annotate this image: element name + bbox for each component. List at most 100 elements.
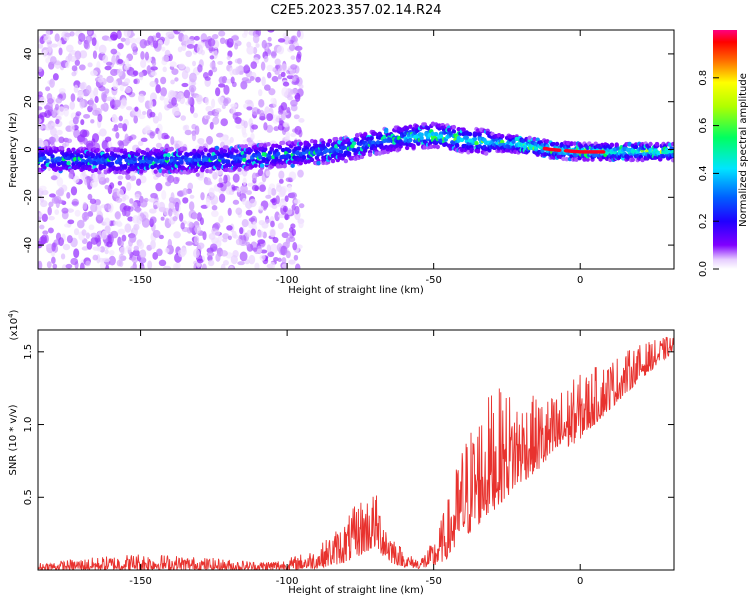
spectrogram-speckle — [105, 96, 114, 102]
snr-panel: -150 -100 -50 0 0.51.01.5 Height of straigh… — [7, 309, 675, 596]
spectrogram-speckle — [83, 39, 89, 49]
spectrogram-cell — [259, 163, 265, 168]
spectrogram-cell — [118, 160, 123, 166]
spectrogram-speckle — [144, 51, 150, 61]
spectrogram-speckle — [119, 246, 127, 255]
spectrogram-speckle — [227, 60, 233, 65]
spectrogram-cell — [314, 143, 320, 149]
spectrogram-speckle — [40, 234, 48, 245]
spectrogram-speckle — [49, 78, 55, 88]
spectrogram-cell — [56, 156, 62, 161]
spectrogram-speckle — [99, 128, 107, 137]
spectrogram-speckle — [184, 129, 192, 136]
spectrogram-speckle — [96, 246, 102, 252]
spectrogram-cell — [42, 165, 47, 170]
spectrogram-speckle — [177, 30, 186, 33]
spectrogram-cell — [263, 147, 268, 152]
spectrogram-speckle — [242, 132, 248, 138]
spectrogram-speckle — [266, 124, 274, 133]
spectrogram-speckle — [218, 177, 223, 185]
spectrogram-cell — [290, 163, 295, 168]
spectrogram-speckle — [114, 211, 121, 220]
spectrogram-speckle — [281, 257, 287, 264]
spectrogram-speckle — [88, 98, 94, 108]
spectrogram-speckle — [264, 84, 271, 91]
spectrogram-speckle — [118, 140, 125, 150]
spectrogram-speckle — [62, 243, 71, 251]
spectrogram-speckle — [70, 257, 79, 266]
spectrogram-speckle — [82, 202, 88, 210]
spectrogram-cell — [298, 161, 303, 166]
spectrogram-cell — [475, 149, 481, 154]
spectrogram-cell — [188, 151, 194, 156]
spectrogram-speckle — [217, 60, 224, 65]
spectrogram-speckle — [128, 238, 133, 247]
spectrogram-speckle — [218, 76, 226, 84]
spectrogram-speckle — [220, 263, 226, 269]
snr-x-tick-label: 0 — [577, 576, 583, 587]
spectrogram-core-cell — [600, 150, 606, 154]
spectrogram-cell — [200, 151, 205, 156]
spectrogram-speckle — [270, 97, 276, 104]
spectrogram-speckle — [248, 254, 256, 265]
spectrogram-speckle — [163, 134, 170, 140]
spectrogram-speckle — [278, 170, 285, 180]
spectrogram-speckle — [51, 256, 56, 264]
spectrogram-speckle — [70, 186, 78, 196]
spectrogram-speckle — [185, 241, 194, 246]
spectrogram-speckle — [38, 212, 44, 218]
spectrogram-speckle — [209, 121, 214, 130]
spectrogram-speckle — [251, 124, 259, 130]
spectrogram-speckle — [38, 106, 43, 111]
spectrogram-speckle — [160, 87, 167, 97]
spectrogram-cell — [132, 156, 137, 162]
spectrogram-speckle — [287, 185, 292, 193]
spectrogram-speckle — [57, 187, 65, 197]
spectrogram-cell — [198, 146, 204, 151]
spectrogram-cell — [97, 170, 102, 175]
spectrogram-speckle — [282, 205, 288, 213]
spectrogram-speckle — [218, 30, 226, 37]
spectrogram-speckle — [266, 71, 272, 79]
spectrogram-cell — [277, 144, 282, 150]
spectrogram-speckle — [129, 198, 134, 204]
spectrogram-speckle — [124, 133, 129, 143]
spectrogram-speckle — [269, 261, 276, 269]
spectrogram-cell — [196, 153, 202, 159]
spectrogram-cell — [248, 148, 253, 153]
spectrogram-cell — [451, 129, 457, 134]
spectrogram-speckle — [226, 225, 233, 231]
spectrogram-speckle — [285, 131, 290, 140]
spectrogram-speckle — [283, 35, 291, 45]
spectrogram-speckle — [64, 223, 71, 228]
spectrogram-speckle — [83, 113, 91, 119]
snr-y-axis-title: SNR (10 * v/v) — [8, 404, 19, 475]
spectrogram-cell — [327, 138, 332, 144]
spectrogram-speckle — [191, 212, 198, 220]
spectrogram-cell — [98, 164, 104, 170]
spectrogram-cell — [161, 169, 166, 174]
figure-title: C2E5.2023.357.02.14.R24 — [270, 3, 441, 18]
spectrogram-speckle — [38, 43, 44, 49]
spectrogram-speckle — [270, 188, 277, 196]
spectrogram-speckle — [140, 137, 148, 143]
spectrogram-speckle — [46, 261, 52, 269]
spectrogram-speckle — [105, 177, 110, 183]
spectrogram-speckle — [235, 207, 243, 215]
spectrogram-speckle — [206, 135, 214, 145]
spectrogram-speckle — [170, 136, 175, 146]
spectrogram-speckle — [231, 35, 239, 41]
spectrogram-speckle — [79, 50, 88, 59]
spectrogram-speckle — [139, 39, 148, 49]
spectrogram-speckle — [263, 55, 269, 63]
spectrogram-speckle — [43, 35, 52, 43]
spectrogram-y-tick-label: -20 — [23, 189, 34, 205]
spectrogram-cell — [351, 141, 357, 146]
spectrogram-cell — [95, 147, 100, 153]
spectrogram-speckle — [258, 99, 265, 108]
spectrogram-speckle — [121, 196, 127, 202]
spectrogram-cell — [338, 149, 344, 154]
spectrogram-speckle — [48, 136, 56, 144]
spectrogram-speckle — [210, 200, 216, 206]
spectrogram-cell — [203, 147, 208, 153]
